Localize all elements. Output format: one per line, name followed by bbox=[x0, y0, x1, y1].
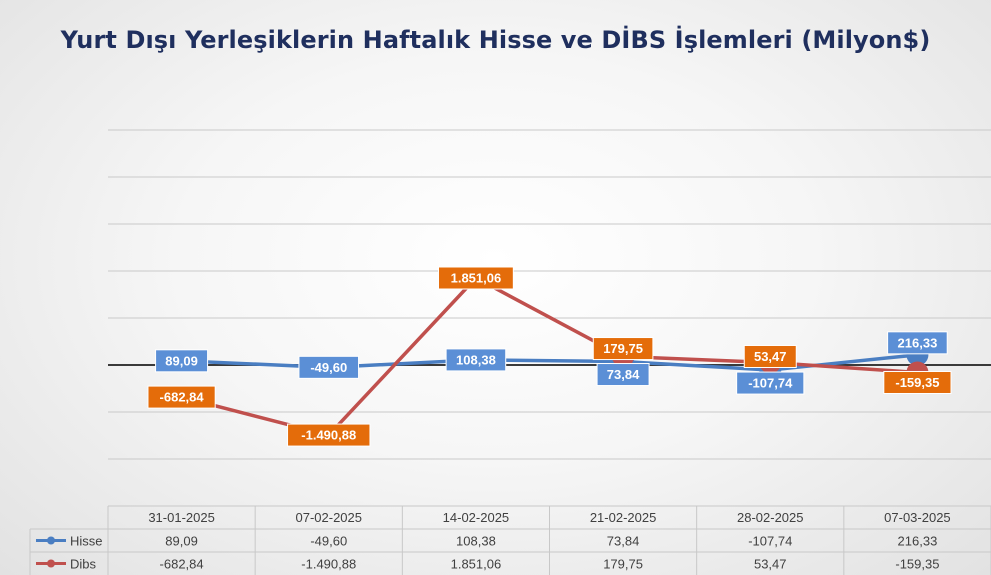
data-table: 31-01-2025 07-02-2025 14-02-2025 21-02-2025… bbox=[29, 505, 991, 575]
data-label-hisse: 216,33 bbox=[887, 331, 948, 355]
table-cell-value: 108,38 bbox=[456, 534, 496, 549]
data-label-dibs-text: -159,35 bbox=[895, 375, 939, 390]
data-label-hisse-box bbox=[596, 363, 650, 387]
data-label-dibs-text: -682,84 bbox=[160, 390, 205, 405]
data-label-dibs-box bbox=[438, 266, 514, 290]
data-label-hisse: 108,38 bbox=[445, 348, 507, 372]
x-tick-label: 31-01-2025 bbox=[148, 510, 215, 525]
data-label-dibs: -1.490,88 bbox=[287, 423, 371, 447]
data-label-dibs-box bbox=[592, 337, 654, 361]
x-tick-label: 21-02-2025 bbox=[590, 510, 657, 525]
data-label-dibs-text: 1.851,06 bbox=[451, 271, 502, 286]
x-tick-label: 07-03-2025 bbox=[884, 510, 951, 525]
data-label-hisse-text: 108,38 bbox=[456, 352, 496, 367]
series-markers bbox=[170, 267, 929, 447]
table-cell-value: 1.851,06 bbox=[451, 557, 502, 572]
table-cell-value: -107,74 bbox=[748, 534, 792, 549]
data-label-dibs: -682,84 bbox=[147, 385, 216, 409]
data-label-dibs: 1.851,06 bbox=[438, 266, 514, 290]
legend-key-dibs bbox=[36, 559, 66, 568]
data-label-dibs: -159,35 bbox=[883, 370, 952, 394]
data-label-dibs: 53,47 bbox=[743, 344, 797, 368]
table-cell-value: 179,75 bbox=[603, 557, 643, 572]
data-label-hisse-box bbox=[887, 331, 948, 355]
chart-title: Yurt Dışı Yerleşiklerin Haftalık Hisse v… bbox=[60, 26, 931, 54]
data-label-dibs-box bbox=[147, 385, 216, 409]
data-label-hisse-text: -49,60 bbox=[310, 360, 347, 375]
x-tick-label: 14-02-2025 bbox=[443, 510, 510, 525]
data-label-hisse: 89,09 bbox=[155, 349, 209, 373]
data-label-hisse: -49,60 bbox=[298, 355, 360, 379]
data-label-hisse-box bbox=[298, 355, 360, 379]
data-label-hisse-text: 73,84 bbox=[607, 367, 640, 382]
x-tick-label: 28-02-2025 bbox=[737, 510, 804, 525]
data-label-hisse-box bbox=[155, 349, 209, 373]
table-cell-value: 89,09 bbox=[165, 534, 198, 549]
legend-key-hisse bbox=[36, 536, 66, 545]
data-label-hisse: -107,74 bbox=[736, 371, 805, 395]
data-label-hisse-box bbox=[736, 371, 805, 395]
legend-label: Hisse bbox=[70, 534, 103, 549]
data-label-dibs-box bbox=[883, 370, 952, 394]
data-label-dibs: 179,75 bbox=[592, 337, 654, 361]
legend-marker bbox=[47, 559, 55, 568]
data-labels: 89,09 -682,84 -49,60 -1.490,88 108,38 1.851,0… bbox=[147, 266, 952, 447]
table-cell-value: -1.490,88 bbox=[301, 557, 356, 572]
table-cell-value: -682,84 bbox=[160, 557, 204, 572]
table-cell-value: 53,47 bbox=[754, 557, 787, 572]
data-label-dibs-text: -1.490,88 bbox=[301, 428, 356, 443]
data-label-dibs-text: 179,75 bbox=[603, 341, 643, 356]
x-tick-label: 07-02-2025 bbox=[296, 510, 363, 525]
data-label-hisse-text: -107,74 bbox=[748, 376, 793, 391]
legend-label: Dibs bbox=[70, 557, 97, 572]
data-label-dibs-text: 53,47 bbox=[754, 349, 787, 364]
data-label-dibs-box bbox=[287, 423, 371, 447]
data-label-hisse-text: 216,33 bbox=[898, 335, 938, 350]
data-label-hisse: 73,84 bbox=[596, 363, 650, 387]
table-cell-value: -159,35 bbox=[895, 557, 939, 572]
legend-marker bbox=[47, 536, 55, 545]
series-line-hisse bbox=[181, 353, 918, 372]
data-label-hisse-box bbox=[445, 348, 507, 372]
table-cell-value: -49,60 bbox=[310, 534, 347, 549]
table-cell-value: 216,33 bbox=[898, 534, 938, 549]
data-label-hisse-text: 89,09 bbox=[165, 353, 198, 368]
data-label-dibs-box bbox=[743, 344, 797, 368]
table-cell-value: 73,84 bbox=[607, 534, 640, 549]
